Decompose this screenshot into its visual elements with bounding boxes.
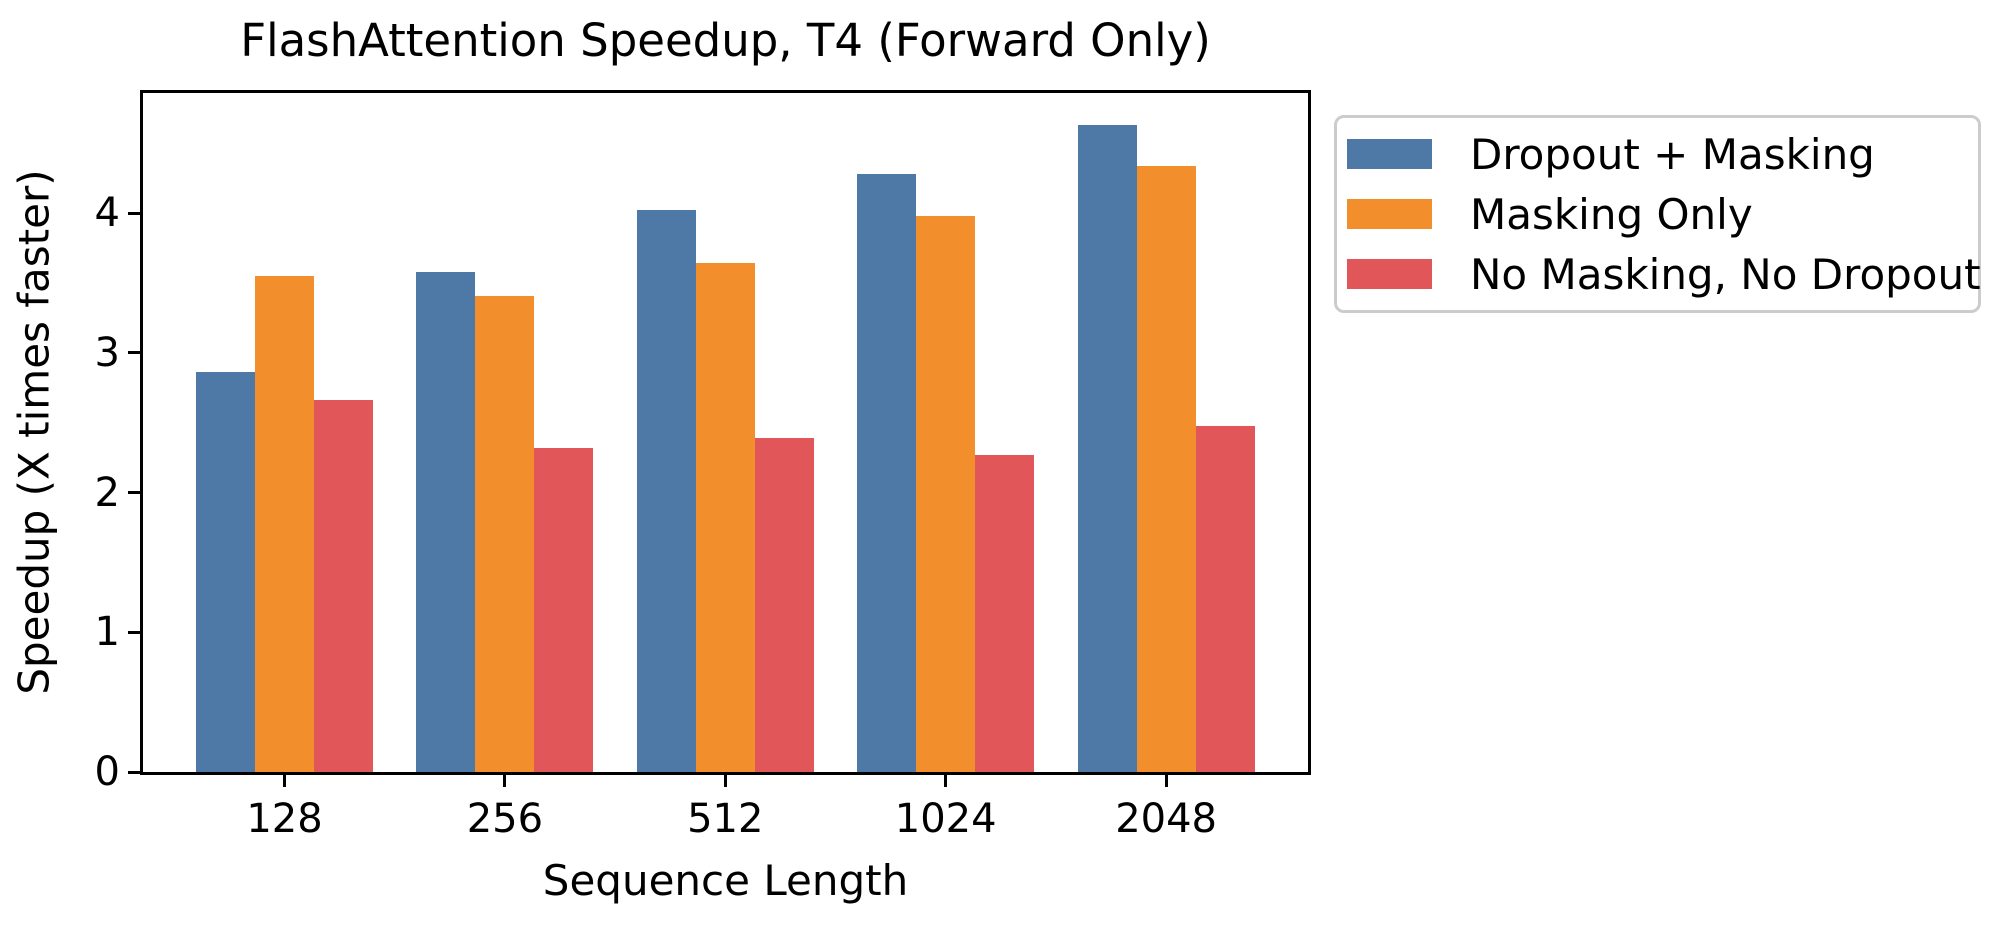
x-tick-label-128: 128 — [246, 796, 323, 842]
legend-item-no-masking-no-dropout: No Masking, No Dropout — [1347, 250, 1981, 299]
bar-dropout-masking-128 — [196, 372, 255, 772]
bar-no-masking-no-dropout-512 — [754, 438, 814, 772]
bar-masking-only-512 — [695, 263, 755, 772]
x-tick-mark-128 — [283, 775, 286, 787]
bar-no-masking-no-dropout-2048 — [1195, 425, 1255, 772]
plot-area: 0 1 2 3 4 128 256 512 1024 2048 — [95, 90, 1311, 842]
y-tick-label-3: 3 — [94, 329, 120, 376]
bar-dropout-masking-256 — [416, 271, 476, 772]
x-tick-mark-512 — [723, 775, 727, 787]
legend-swatch-masking-only — [1347, 199, 1432, 229]
legend-item-masking-only: Masking Only — [1347, 190, 1968, 239]
legend-swatch-no-masking-no-dropout — [1347, 259, 1432, 289]
chart-title: FlashAttention Speedup, T4 (Forward Only… — [240, 14, 1211, 67]
x-tick-mark-256 — [503, 775, 507, 787]
bar-masking-only-128 — [255, 276, 314, 772]
y-tick-label-0: 0 — [94, 749, 120, 795]
legend-label-masking-only: Masking Only — [1470, 189, 1753, 239]
bar-masking-only-256 — [475, 295, 535, 772]
legend-label-no-masking-no-dropout: No Masking, No Dropout — [1470, 249, 1981, 299]
x-tick-label-512: 512 — [687, 796, 764, 842]
y-tick-mark-3 — [128, 351, 140, 355]
y-tick-mark-2 — [128, 491, 140, 495]
bar-no-masking-no-dropout-128 — [314, 400, 373, 772]
bar-masking-only-2048 — [1136, 165, 1196, 772]
bar-dropout-masking-1024 — [857, 174, 917, 772]
legend-swatch-dropout-masking — [1347, 139, 1432, 169]
y-tick-mark-1 — [128, 630, 140, 634]
legend-label-dropout-masking: Dropout + Masking — [1470, 129, 1875, 179]
x-tick-mark-2048 — [1164, 775, 1168, 787]
x-tick-mark-1024 — [944, 775, 948, 787]
x-tick-label-2048: 2048 — [1115, 796, 1217, 842]
y-tick-label-4: 4 — [94, 190, 120, 237]
legend-item-dropout-masking: Dropout + Masking — [1347, 130, 1968, 179]
bar-dropout-masking-512 — [636, 210, 696, 772]
x-tick-label-256: 256 — [466, 796, 544, 842]
bar-dropout-masking-2048 — [1077, 125, 1137, 772]
y-tick-mark-4 — [128, 211, 140, 215]
legend: Dropout + Masking Masking Only No Masking,… — [1334, 115, 1981, 313]
y-tick-mark-0 — [128, 770, 140, 774]
bar-no-masking-no-dropout-256 — [534, 447, 594, 772]
x-tick-label-1024: 1024 — [894, 796, 997, 842]
y-tick-label-2: 2 — [94, 469, 120, 516]
x-axis-label: Sequence Length — [542, 856, 909, 905]
y-tick-label-1: 1 — [94, 609, 120, 656]
bar-masking-only-1024 — [916, 215, 976, 772]
bar-no-masking-no-dropout-1024 — [975, 454, 1035, 772]
